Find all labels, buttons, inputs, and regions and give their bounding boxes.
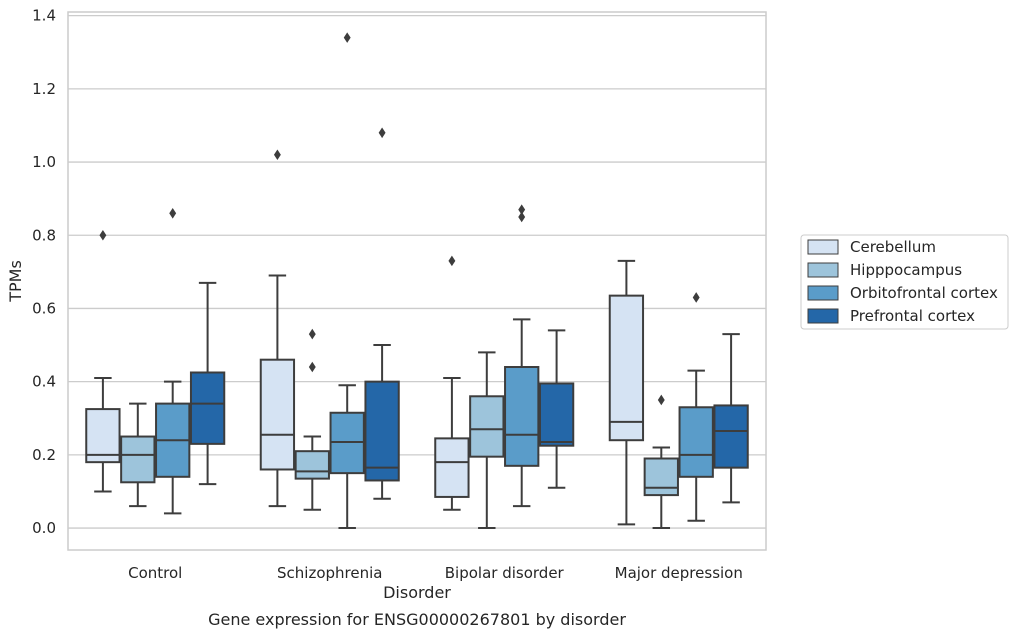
outlier-point: [448, 255, 456, 267]
legend-swatch: [807, 308, 839, 324]
outlier-point: [378, 127, 386, 139]
outlier-point: [343, 32, 351, 43]
box-iqr: [678, 406, 714, 478]
outlier-point: [692, 292, 700, 303]
y-tick-label: 0.8: [32, 226, 56, 244]
outlier-point: [518, 204, 526, 215]
x-tick-label: Control: [128, 564, 182, 582]
x-axis-ticks: Control Schizophrenia Bipolar disorder Majo…: [128, 564, 743, 582]
box-iqr: [189, 371, 226, 445]
y-tick-label: 1.0: [32, 153, 56, 171]
legend-swatch: [807, 262, 839, 278]
outlier-point: [308, 361, 316, 373]
box-iqr: [294, 450, 330, 480]
y-tick-label: 0.0: [32, 519, 56, 537]
plot-area-frame: [67, 11, 767, 551]
outlier-point: [273, 149, 281, 161]
x-axis-title: Disorder: [383, 583, 451, 602]
y-tick-label: 0.4: [32, 373, 56, 391]
y-tick-label: 0.2: [32, 446, 56, 464]
box-iqr: [364, 380, 400, 482]
x-tick-label: Major depression: [615, 564, 743, 582]
legend-frame: [800, 234, 1009, 330]
y-axis-ticks: 0.0 0.2 0.4 0.6 0.8 1.0 1.2 1.4: [32, 7, 56, 537]
box-iqr: [120, 435, 156, 484]
y-tick-label: 0.6: [32, 299, 56, 317]
outlier-point: [99, 229, 107, 241]
box-iqr: [713, 404, 749, 469]
legend-label: Hipppocampus: [850, 261, 962, 279]
outlier-point: [169, 208, 177, 219]
x-tick-label: Schizophrenia: [277, 564, 382, 582]
series-cerebellum: [85, 149, 645, 526]
box-iqr: [608, 294, 645, 442]
box-iqr: [259, 358, 296, 471]
legend-label: Orbitofrontal cortex: [850, 284, 998, 302]
y-tick-label: 1.4: [32, 7, 56, 25]
legend-swatch: [807, 285, 839, 301]
outlier-point: [308, 328, 316, 340]
series-hipppocampus: [120, 328, 679, 530]
legend-label: Prefrontal cortex: [850, 307, 975, 325]
series-prefrontal-cortex: [189, 127, 749, 504]
outlier-point: [657, 394, 665, 406]
y-tick-label: 1.2: [32, 80, 56, 98]
series-orbitofrontal-cortex: [155, 32, 714, 530]
legend-label: Cerebellum: [850, 238, 936, 256]
figure-caption: Gene expression for ENSG00000267801 by d…: [208, 610, 626, 629]
box-iqr: [434, 437, 470, 498]
x-tick-label: Bipolar disorder: [445, 564, 565, 582]
box-iqr: [469, 395, 505, 458]
box-iqr: [504, 366, 540, 467]
box-iqr: [85, 408, 121, 464]
box-iqr: [538, 382, 575, 447]
box-iqr: [643, 457, 679, 497]
y-axis-title: TPMs: [6, 260, 25, 303]
chart-legend: Cerebellum Hipppocampus Orbitofrontal cort…: [800, 234, 1009, 330]
legend-swatch: [807, 239, 839, 255]
box-series: [85, 32, 749, 530]
outlier-point: [518, 211, 526, 223]
